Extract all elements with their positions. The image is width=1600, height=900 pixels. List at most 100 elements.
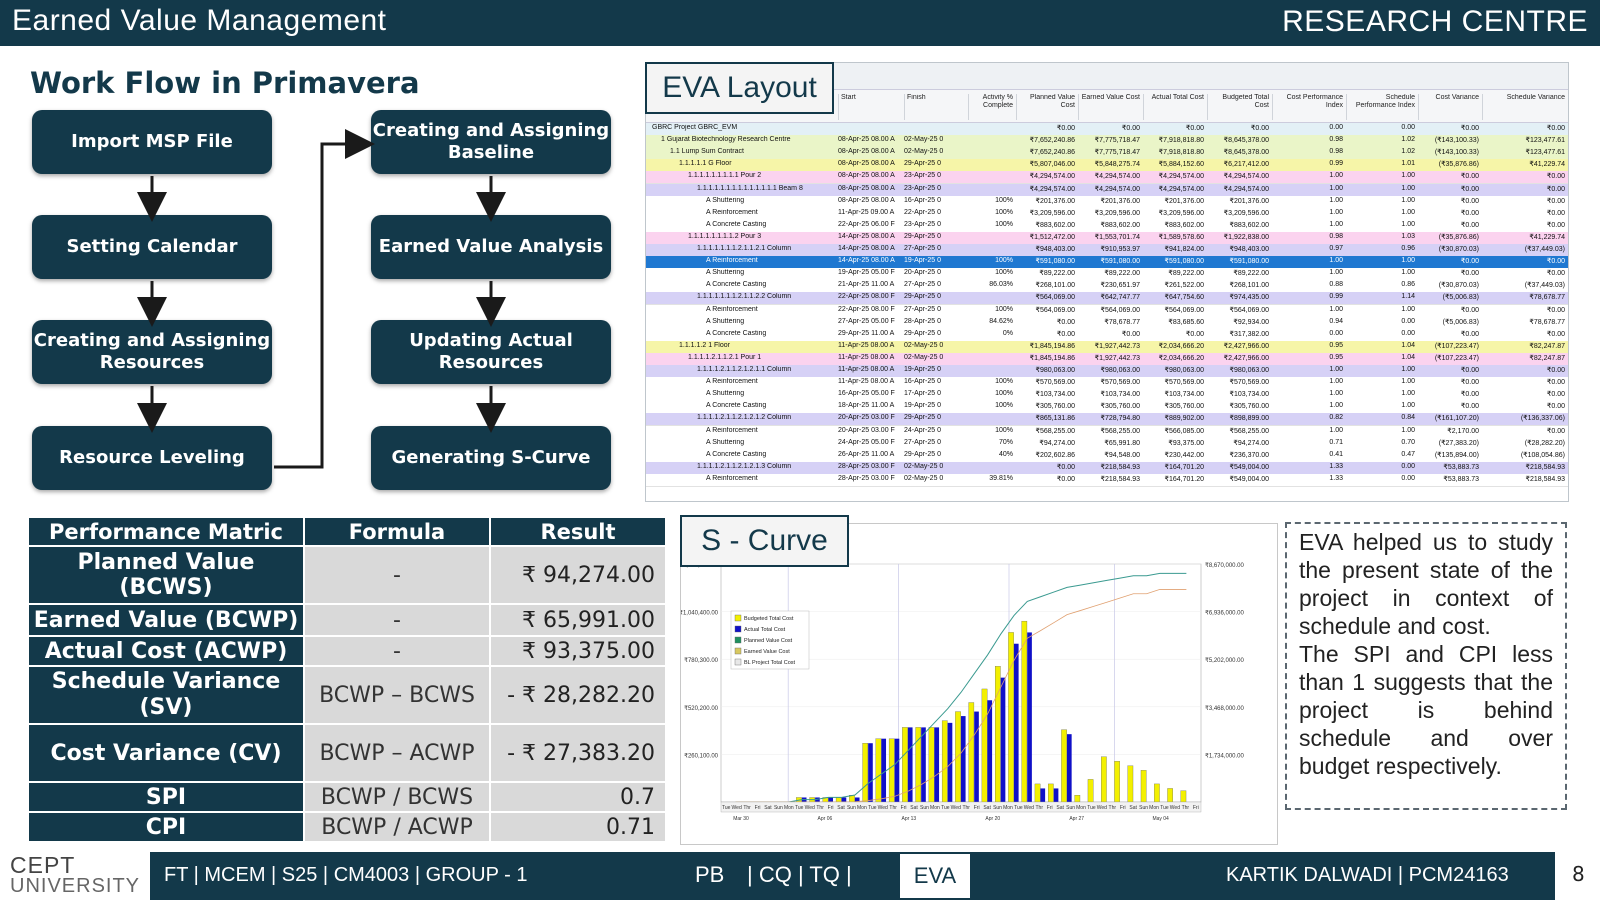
data-cell: ₹268,101.00	[1229, 282, 1270, 290]
data-cell: 27-Apr-25 0	[904, 281, 941, 289]
activity-name: A Concrete Casting	[706, 281, 767, 289]
data-cell: ₹0.00	[1546, 367, 1565, 374]
activity-name: 1.1.1.1.1 G Floor	[679, 160, 732, 168]
budget-bar	[1074, 795, 1081, 803]
column-header[interactable]: Budgeted Total Cost	[1207, 94, 1269, 120]
data-cell: ₹0.00	[1460, 270, 1479, 278]
column-header[interactable]: Planned Value Cost	[1016, 94, 1075, 120]
day-label: Mon	[930, 805, 940, 811]
data-cell: 08-Apr-25 08.00 A	[838, 136, 895, 144]
data-cell: ₹889,902.00	[1164, 415, 1205, 423]
day-label: Thr	[743, 805, 751, 811]
day-label: Sun	[774, 805, 783, 811]
column-header[interactable]: Earned Value Cost	[1078, 94, 1140, 120]
activity-name: A Concrete Casting	[706, 220, 767, 228]
legend-swatch	[734, 636, 742, 644]
data-cell: 29-Apr-25 0	[904, 293, 941, 301]
data-cell: (₹5,006.83)	[1442, 294, 1479, 302]
data-cell: 11-Apr-25 08.00 A	[838, 378, 895, 386]
data-cell: 100%	[995, 196, 1013, 204]
column-header[interactable]: Schedule Performance Index	[1346, 94, 1415, 120]
data-cell: ₹7,652,240.86	[1029, 137, 1075, 145]
data-cell	[968, 172, 1013, 183]
data-cell: ₹0.00	[1546, 391, 1565, 399]
data-cell: 21-Apr-25 11.00 A	[838, 281, 895, 289]
data-cell: ₹230,651.97	[1100, 282, 1141, 290]
day-label: Wed	[1024, 805, 1034, 811]
data-cell: 1.02	[1401, 148, 1415, 156]
data-cell: ₹883,602.00	[1100, 221, 1141, 229]
budget-bar	[1154, 783, 1160, 803]
actual-bar	[1053, 788, 1059, 802]
column-header[interactable]: Activity % Complete	[968, 94, 1013, 120]
result-cell: ₹ 94,274.00	[491, 547, 665, 603]
activity-name: A Shuttering	[706, 196, 745, 204]
data-cell: ₹78,678.77	[1104, 318, 1140, 326]
data-cell: ₹89,222.00	[1039, 270, 1075, 278]
data-cell: 11-Apr-25 08.00 A	[838, 366, 895, 373]
page-number: 8	[1572, 862, 1585, 886]
metric-cell: Actual Cost (ACWP)	[29, 637, 303, 665]
data-cell: ₹898,899.00	[1229, 415, 1270, 423]
activity-name: A Reinforcement	[706, 257, 758, 265]
data-cell: ₹103,734.00	[1035, 391, 1076, 399]
column-header[interactable]: Start	[838, 94, 901, 120]
data-cell: ₹642,747.77	[1100, 294, 1141, 302]
data-cell: ₹564,069.00	[1035, 294, 1076, 302]
data-cell: 1.00	[1329, 305, 1343, 313]
column-header[interactable]: Finish	[904, 94, 965, 120]
metric-cell: Cost Variance (CV)	[29, 725, 303, 781]
data-cell: 27-Apr-25 05.00 F	[838, 317, 895, 325]
metric-cell: Schedule Variance (SV)	[29, 667, 303, 723]
data-cell: 1.33	[1329, 474, 1343, 482]
column-header[interactable]: Schedule Variance	[1482, 94, 1565, 120]
data-cell: ₹0.00	[1546, 379, 1565, 387]
data-cell: ₹41,229.74	[1529, 161, 1565, 169]
data-cell: 0.84	[1401, 414, 1415, 422]
data-cell: 26-Apr-25 11.00 A	[838, 450, 895, 458]
data-cell: ₹201,376.00	[1164, 197, 1205, 205]
column-header[interactable]: Cost Performance Index	[1272, 94, 1343, 120]
footer-tab-pb[interactable]: PB	[695, 862, 725, 887]
column-header[interactable]: Actual Total Cost	[1143, 94, 1204, 120]
data-cell: ₹570,569.00	[1035, 379, 1076, 387]
data-cell: ₹0.00	[1460, 173, 1479, 181]
day-label: Sun	[993, 805, 1002, 811]
activity-name: 1.1 Lump Sum Contract	[670, 148, 744, 156]
budget-bar	[862, 743, 869, 803]
budget-bar	[902, 727, 908, 803]
budget-bar	[928, 727, 935, 803]
data-cell: ₹1,845,194.86	[1029, 354, 1075, 362]
day-label: Wed	[1097, 805, 1107, 811]
footer-tab-eva[interactable]: EVA	[900, 854, 970, 898]
day-label: Wed	[732, 805, 742, 811]
data-cell: 20-Apr-25 0	[904, 269, 941, 277]
day-label: Sun	[1066, 805, 1075, 811]
data-cell: ₹268,101.00	[1035, 282, 1076, 290]
result-cell: 0.71	[491, 813, 665, 841]
data-cell: ₹3,209,596.00	[1029, 209, 1075, 217]
right-tick-label: ₹6,936,000.00	[1205, 610, 1245, 617]
day-label: Sun	[1139, 805, 1148, 811]
table-row[interactable]	[646, 473, 1568, 487]
actual-bar	[868, 743, 873, 802]
footer-tab-cq-tq[interactable]: | CQ | TQ |	[747, 862, 852, 887]
column-header[interactable]: Cost Variance	[1418, 94, 1479, 120]
eva-layout-sheet[interactable]: Filter: All ActivitiesStartFinishActivit…	[645, 62, 1569, 502]
data-cell: ₹0.00	[1460, 367, 1479, 374]
data-cell: ₹53,883.73	[1443, 463, 1479, 471]
data-cell: ₹0.00	[1460, 379, 1479, 387]
data-cell: ₹103,734.00	[1229, 391, 1270, 399]
data-cell: ₹568,255.00	[1035, 427, 1076, 435]
week-label: Apr 13	[901, 816, 916, 822]
actual-bar	[947, 722, 953, 802]
data-cell	[904, 124, 965, 135]
data-cell: ₹568,255.00	[1229, 427, 1270, 435]
budget-bar	[955, 711, 961, 803]
activity-name: A Reinforcement	[706, 474, 758, 482]
data-cell: 18-Apr-25 11.00 A	[838, 402, 895, 410]
data-cell: 1.00	[1329, 402, 1343, 410]
data-cell: ₹568,255.00	[1100, 427, 1141, 435]
data-cell: 02-May-25 0	[904, 462, 944, 470]
data-cell: ₹6,217,412.00	[1223, 161, 1269, 169]
